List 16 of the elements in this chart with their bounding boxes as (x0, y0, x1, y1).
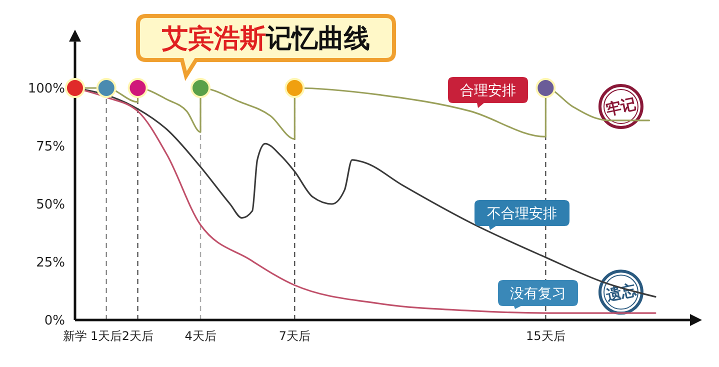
y-tick-label: 100% (28, 82, 65, 97)
x-tick-label: 4天后 (184, 329, 216, 343)
x-tick-label: 新学 (63, 329, 87, 343)
y-tick-label: 0% (44, 314, 65, 329)
x-tick-label: 2天后 (122, 329, 154, 343)
series-label: 合理安排 (460, 82, 516, 99)
y-tick-label: 50% (36, 198, 65, 213)
y-tick-label: 75% (36, 140, 65, 155)
y-tick-label: 25% (36, 256, 65, 271)
x-tick-label: 7天后 (278, 329, 310, 343)
series-label: 不合理安排 (487, 206, 557, 222)
chart-title: 艾宾浩斯记忆曲线 (161, 24, 370, 54)
x-tick-label: 1天后 (90, 329, 122, 343)
x-tick-label: 15天后 (526, 329, 566, 343)
annotation: 牢记 (604, 94, 638, 119)
series-label: 没有复习 (510, 286, 566, 302)
